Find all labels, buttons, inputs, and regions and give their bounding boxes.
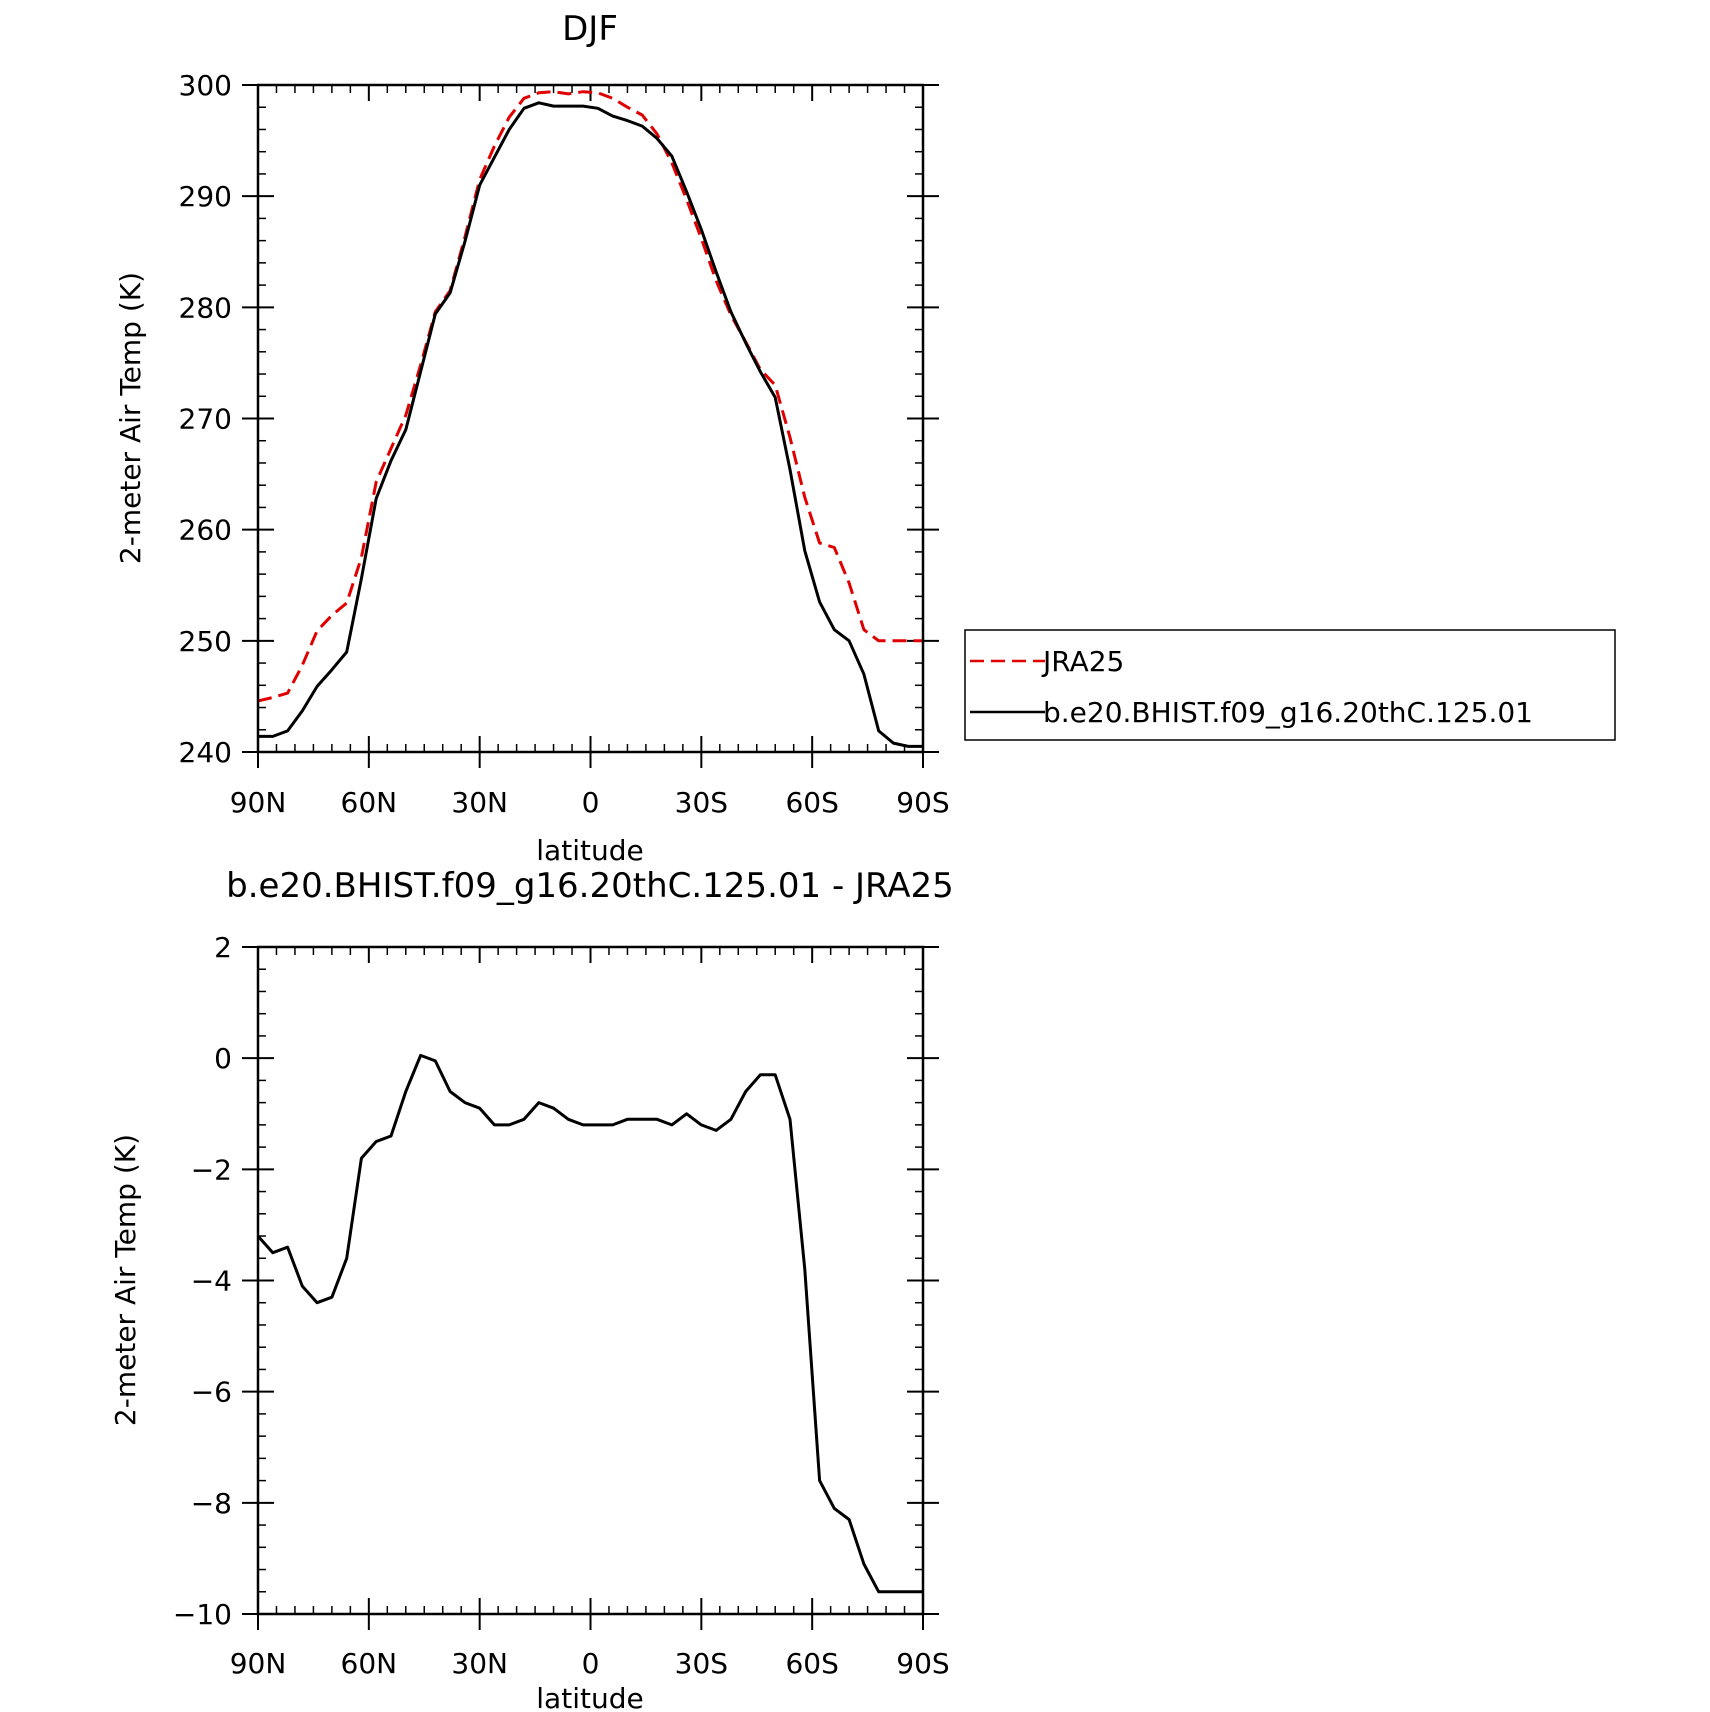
bottom-panel-series-difference	[256, 1053, 923, 1594]
top-panel-x-tick-label: 60S	[785, 786, 838, 819]
bottom-panel-y-tick-label: −8	[191, 1487, 232, 1520]
bottom-panel-x-tick-label: 90S	[896, 1647, 949, 1680]
top-panel-y-tick-label: 270	[179, 403, 232, 436]
bottom-panel-x-tick-label: 90N	[230, 1647, 287, 1680]
top-panel-x-tick-label: 30S	[675, 786, 728, 819]
bottom-panel-frame	[256, 945, 925, 1616]
bottom-panel-y-tick-label: −10	[173, 1598, 232, 1631]
top-panel-x-tick-label: 60N	[341, 786, 398, 819]
bottom-panel-y-tick-label: 2	[214, 931, 232, 964]
top-panel-y-tick-label: 290	[179, 180, 232, 213]
top-panel-y-tick-label: 250	[179, 625, 232, 658]
top-panel-y-tick-label: 300	[179, 69, 232, 102]
bottom-panel-y-tick-label: −6	[191, 1376, 232, 1409]
top-panel-x-tick-label: 90N	[230, 786, 287, 819]
bottom-panel-x-tick-label: 0	[582, 1647, 600, 1680]
top-panel: DJF 90N 60N 30N 0 30S 60S 90S 240 250 260 270 280 29…	[114, 9, 950, 867]
legend: JRA25 b.e20.BHIST.f09_g16.20thC.125.01	[964, 629, 1616, 741]
bottom-panel-y-tick-label: −2	[191, 1153, 232, 1186]
top-panel-y-tick-label: 280	[179, 291, 232, 324]
top-panel-title: DJF	[562, 9, 618, 49]
top-panel-x-tick-label: 90S	[896, 786, 949, 819]
bottom-panel-ticks: 90N 60N 30N 0 30S 60S 90S 2 0 −2 −4 −6 −8 −10	[173, 931, 950, 1680]
top-panel-series	[257, 90, 923, 748]
bottom-panel-x-tick-label: 30N	[451, 1647, 508, 1680]
bottom-panel-y-tick-label: 0	[214, 1042, 232, 1075]
top-panel-x-tick-label: 30N	[451, 786, 508, 819]
bottom-panel-y-axis-title: 2-meter Air Temp (K)	[109, 1134, 142, 1426]
bottom-panel: b.e20.BHIST.f09_g16.20thC.125.01 - JRA25…	[109, 866, 954, 1712]
top-panel-x-tick-label: 0	[582, 786, 600, 819]
top-panel-y-axis-title: 2-meter Air Temp (K)	[114, 272, 147, 564]
top-panel-y-tick-label: 260	[179, 514, 232, 547]
bottom-panel-x-tick-label: 30S	[675, 1647, 728, 1680]
bottom-panel-series	[256, 1053, 923, 1594]
top-panel-series-jra25	[257, 90, 923, 703]
top-panel-series-b-e20-bhist-f09-g16-20thc-125-01	[258, 101, 923, 748]
legend-label-model: b.e20.BHIST.f09_g16.20thC.125.01	[1043, 696, 1533, 729]
bottom-panel-y-tick-label: −4	[191, 1265, 232, 1298]
legend-box	[964, 629, 1616, 741]
legend-label-jra25: JRA25	[1041, 645, 1124, 678]
top-panel-x-axis-title: latitude	[536, 834, 643, 867]
bottom-panel-x-tick-label: 60S	[785, 1647, 838, 1680]
top-panel-frame	[256, 83, 925, 754]
top-panel-y-tick-label: 240	[179, 736, 232, 769]
bottom-panel-x-axis-title: latitude	[536, 1682, 643, 1712]
bottom-panel-title: b.e20.BHIST.f09_g16.20thC.125.01 - JRA25	[226, 866, 954, 906]
bottom-panel-x-tick-label: 60N	[341, 1647, 398, 1680]
